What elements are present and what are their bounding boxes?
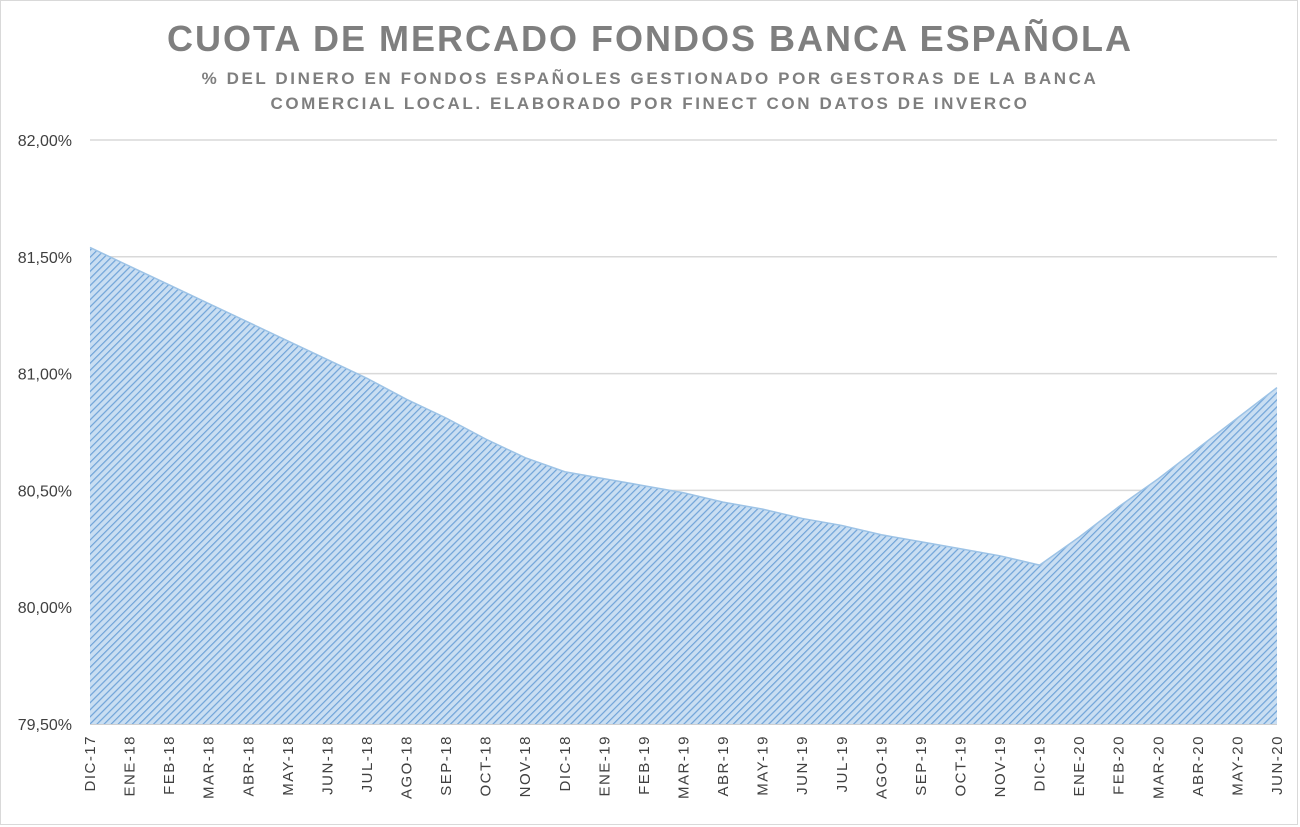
x-tick-label: MAR-19	[676, 735, 693, 799]
x-tick-label: ENE-20	[1071, 735, 1088, 797]
x-tick-label: JUN-18	[319, 735, 336, 795]
x-tick-label: FEB-18	[161, 735, 178, 795]
x-axis: DIC-17 ENE-18 FEB-18 MAR-18 ABR-18 MAY-18 JUN-…	[82, 735, 1286, 799]
x-tick-label: MAY-18	[280, 735, 297, 796]
y-tick-label: 81,00%	[18, 367, 72, 384]
y-tick-label: 80,00%	[18, 600, 72, 617]
area-series	[89, 246, 1278, 724]
x-tick-label: OCT-18	[478, 735, 495, 797]
y-axis: 79,50% 80,00% 80,50% 81,00% 81,50% 82,00%	[18, 133, 72, 734]
x-tick-label: JUN-19	[794, 735, 811, 795]
x-tick-label: ABR-20	[1190, 735, 1207, 797]
x-tick-label: JUL-18	[359, 735, 376, 792]
x-tick-label: AGO-18	[399, 735, 416, 799]
y-tick-label: 79,50%	[18, 717, 72, 734]
x-tick-label: NOV-19	[992, 735, 1009, 797]
x-tick-label: ABR-19	[715, 735, 732, 797]
x-tick-label: SEP-18	[438, 735, 455, 796]
x-tick-label: DIC-17	[82, 735, 99, 792]
x-tick-label: ABR-18	[240, 735, 257, 797]
x-tick-label: OCT-19	[952, 735, 969, 797]
area-outline	[89, 246, 1278, 566]
x-tick-label: DIC-18	[557, 735, 574, 792]
y-tick-label: 81,50%	[18, 250, 72, 267]
x-tick-label: DIC-19	[1032, 735, 1049, 792]
area-fill	[90, 247, 1277, 724]
x-tick-label: MAR-18	[201, 735, 218, 799]
x-tick-label: MAY-20	[1229, 735, 1246, 796]
y-tick-label: 82,00%	[18, 133, 72, 150]
x-tick-label: NOV-18	[517, 735, 534, 797]
x-tick-label: ENE-19	[596, 735, 613, 797]
x-tick-label: MAR-20	[1150, 735, 1167, 799]
x-tick-label: JUL-19	[834, 735, 851, 792]
x-tick-label: ENE-18	[122, 735, 139, 797]
x-tick-label: JUN-20	[1269, 735, 1286, 795]
chart-title: CUOTA DE MERCADO FONDOS BANCA ESPAÑOLA	[167, 18, 1133, 59]
x-tick-label: MAY-19	[755, 735, 772, 796]
x-tick-label: AGO-19	[873, 735, 890, 799]
chart-subtitle: % DEL DINERO EN FONDOS ESPAÑOLES GESTION…	[201, 69, 1099, 113]
x-tick-label: FEB-20	[1111, 735, 1128, 795]
x-tick-label: FEB-19	[636, 735, 653, 795]
x-tick-label: SEP-19	[913, 735, 930, 796]
y-tick-label: 80,50%	[18, 483, 72, 500]
